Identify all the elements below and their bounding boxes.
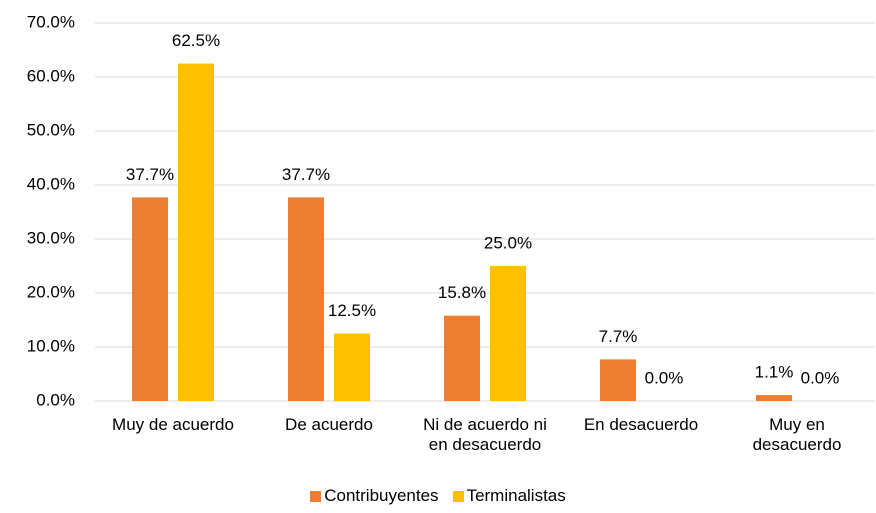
bar [132, 197, 168, 401]
y-tick-label: 10.0% [27, 336, 75, 355]
y-tick-label: 40.0% [27, 174, 75, 193]
data-label: 0.0% [801, 368, 840, 387]
legend-label: Contribuyentes [324, 486, 439, 505]
y-tick-label: 20.0% [27, 282, 75, 301]
legend-swatch [310, 490, 322, 502]
bar [756, 395, 792, 401]
data-label: 12.5% [328, 301, 376, 320]
y-tick-label: 30.0% [27, 228, 75, 247]
y-tick-label: 50.0% [27, 120, 75, 139]
bar [444, 315, 480, 401]
bar [334, 333, 370, 401]
legend-item: Terminalistas [452, 486, 566, 506]
bar [600, 359, 636, 401]
legend-item: Contribuyentes [310, 486, 439, 506]
data-label: 7.7% [599, 327, 638, 346]
x-tick-label: En desacuerdo [583, 415, 699, 434]
x-tick-label: De acuerdo [285, 415, 373, 434]
y-tick-label: 70.0% [27, 12, 75, 31]
legend-label: Terminalistas [466, 486, 566, 505]
legend: Contribuyentes Terminalistas [0, 486, 876, 506]
data-label: 0.0% [645, 368, 684, 387]
data-label: 62.5% [172, 31, 220, 50]
bar [288, 197, 324, 401]
data-label: 1.1% [755, 363, 794, 382]
data-label: 37.7% [126, 165, 174, 184]
bar [490, 266, 526, 401]
data-label: 25.0% [484, 233, 532, 252]
x-tick-label: Muy de acuerdo [112, 415, 234, 434]
x-tick-label: Ni de acuerdo ni en desacuerdo [423, 415, 547, 454]
y-tick-label: 60.0% [27, 66, 75, 85]
x-tick-label: Muy en desacuerdo [752, 415, 842, 454]
data-label: 15.8% [438, 283, 486, 302]
data-label: 37.7% [282, 165, 330, 184]
plot: 0.0% 10.0% 20.0% 30.0% 40.0% 50.0% 60.0% 70.0% 3… [27, 12, 875, 409]
y-tick-label: 0.0% [36, 390, 75, 409]
bar [178, 63, 214, 401]
legend-swatch [452, 490, 464, 502]
